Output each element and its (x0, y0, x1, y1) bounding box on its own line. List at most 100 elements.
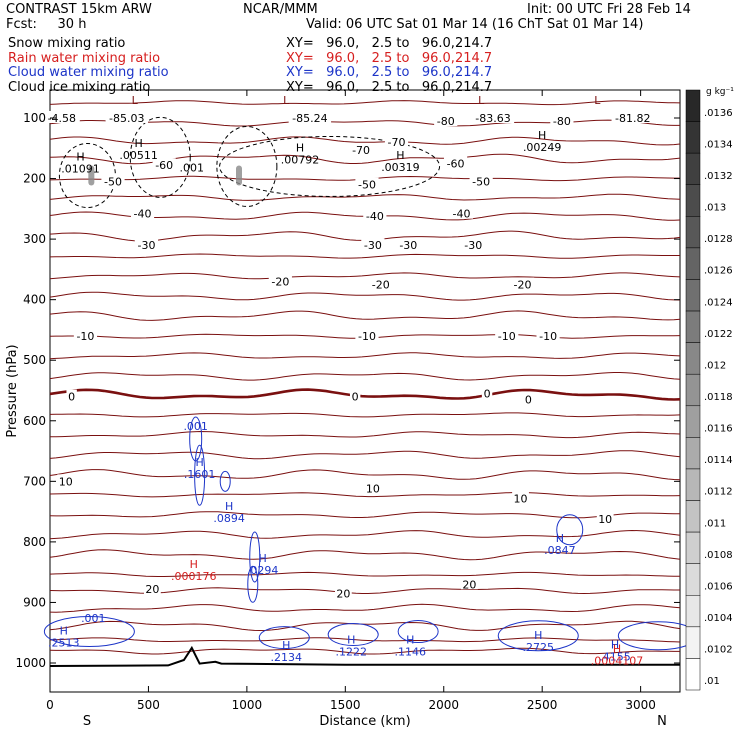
temperature-label: -30 (399, 239, 417, 252)
extremum-marker: H (613, 643, 621, 656)
extremum-value: .2725 (523, 641, 555, 654)
extremum-marker: H (282, 639, 290, 652)
colorbar-cell (685, 247, 701, 280)
colorbar-label: .0114 (704, 455, 733, 466)
temperature-label-bg (396, 238, 420, 251)
temperature-label: 20 (336, 587, 350, 600)
temperature-label-bg (363, 209, 387, 222)
field-cloudwater-name: Cloud water mixing ratio (8, 65, 169, 80)
field-snow-name: Snow mixing ratio (8, 36, 126, 51)
temperature-label-bg (512, 491, 529, 504)
temperature-label: -20 (514, 279, 532, 292)
field-rain-name: Rain water mixing ratio (8, 51, 161, 66)
temperature-label: 0 (68, 391, 75, 404)
temperature-label-bg (384, 135, 409, 148)
temperature-label: -20 (372, 279, 390, 292)
extremum-value: .000176 (171, 570, 217, 583)
temperature-label: -70 (388, 136, 406, 149)
cloud-water-contour (497, 620, 579, 652)
temperature-label: -85.03 (109, 112, 144, 125)
contour-value-label: .001 (183, 420, 208, 433)
field-rain-xy: XY= 96.0, 2.5 to 96.0,214.7 (286, 51, 493, 66)
isotherm-line (49, 136, 681, 146)
colorbar-cell (685, 279, 701, 312)
colorbar-label: .013 (704, 203, 726, 214)
extremum-value: .1222 (335, 646, 367, 659)
temperature-label: 10 (366, 483, 380, 496)
colorbar-label: .0136 (704, 108, 733, 119)
temperature-label: -10 (358, 330, 376, 343)
colorbar-cell (685, 89, 701, 122)
colorbar-label: .01 (704, 676, 720, 687)
colorbar-label: .0134 (704, 139, 733, 150)
isotherm-line (49, 119, 680, 127)
extremum-marker: H (347, 634, 355, 647)
temperature-label: -10 (498, 330, 516, 343)
isotherm-line (49, 291, 681, 301)
field-cloudwater-xy: XY= 96.0, 2.5 to 96.0,214.7 (286, 65, 493, 80)
isotherm-line (49, 647, 680, 655)
temperature-label: 10 (598, 513, 612, 526)
colorbar-label: .0126 (704, 266, 733, 277)
extremum-marker: H (195, 456, 203, 469)
cloud-water-contour (247, 565, 259, 603)
colorbar-cell (685, 216, 701, 249)
temperature-label-bg (268, 274, 292, 287)
temperature-label: -10 (76, 330, 94, 343)
isotherm-line (49, 412, 681, 418)
extremum-marker: H (296, 141, 304, 154)
init-time: Init: 00 UTC Fri 28 Feb 14 (527, 2, 691, 17)
temperature-label-bg (134, 238, 159, 251)
temperature-label-bg (471, 111, 515, 123)
temperature-label: -40 (452, 208, 470, 221)
extremum-value: .0294 (247, 564, 279, 577)
colorbar-cell (685, 563, 701, 596)
extremum-marker: L (478, 94, 485, 107)
colorbar-cell (685, 152, 701, 185)
temperature-label-bg (460, 577, 478, 590)
x-tick-label: 2500 (527, 698, 558, 712)
y-tick-label: 100 (23, 111, 46, 125)
y-tick-label: 800 (23, 535, 46, 549)
temperature-label: -50 (358, 179, 376, 192)
temperature-label-bg (449, 206, 474, 219)
x-tick-label: 0 (46, 698, 54, 712)
temperature-label-bg (349, 389, 361, 402)
extremum-value: .00319 (381, 161, 420, 174)
isotherm-line (49, 450, 681, 460)
y-tick-label: 700 (23, 474, 46, 488)
temperature-label: -83.63 (475, 112, 510, 125)
temperature-label-bg (596, 511, 614, 524)
extremum-value: .4155 (599, 650, 631, 663)
temperature-label-bg (152, 158, 176, 171)
colorbar-label: .0124 (704, 297, 733, 308)
temperature-label: -40 (366, 210, 384, 223)
x-tick-label: 500 (137, 698, 160, 712)
label-layer: -85.03 -85.24 -83.63 -81.82-80 -80-70-70-60-… (43, 94, 654, 668)
extremum-marker: L (132, 94, 139, 107)
colorbar-cell (685, 626, 701, 659)
y-tick-label: 200 (23, 172, 46, 186)
temperature-label-bg (434, 114, 458, 127)
temperature-label-bg (510, 277, 535, 290)
isotherm-line (49, 637, 681, 643)
model-title: CONTRAST 15km ARW (6, 2, 152, 17)
y-tick-label: 900 (23, 595, 46, 609)
colorbar-label: .0108 (704, 550, 733, 561)
cloud-ice-contour (216, 125, 278, 207)
field-snow-xy: XY= 96.0, 2.5 to 96.0,214.7 (286, 36, 493, 51)
isotherm-line (49, 492, 681, 498)
isotherm-line (50, 430, 681, 439)
temperature-label-bg (57, 474, 75, 487)
colorbar-cell (685, 121, 701, 154)
extremum-marker: L (283, 94, 290, 107)
extremum-marker: H (406, 634, 414, 647)
temperature-label: -40 (134, 208, 152, 221)
extremum-marker: L (594, 94, 601, 107)
isotherm-line (49, 352, 681, 360)
colorbar-label: .0122 (704, 329, 733, 340)
y-tick-label: 400 (23, 293, 46, 307)
temperature-label-bg (523, 392, 534, 405)
terrain-line (49, 645, 680, 667)
colorbar-cell (685, 184, 701, 217)
